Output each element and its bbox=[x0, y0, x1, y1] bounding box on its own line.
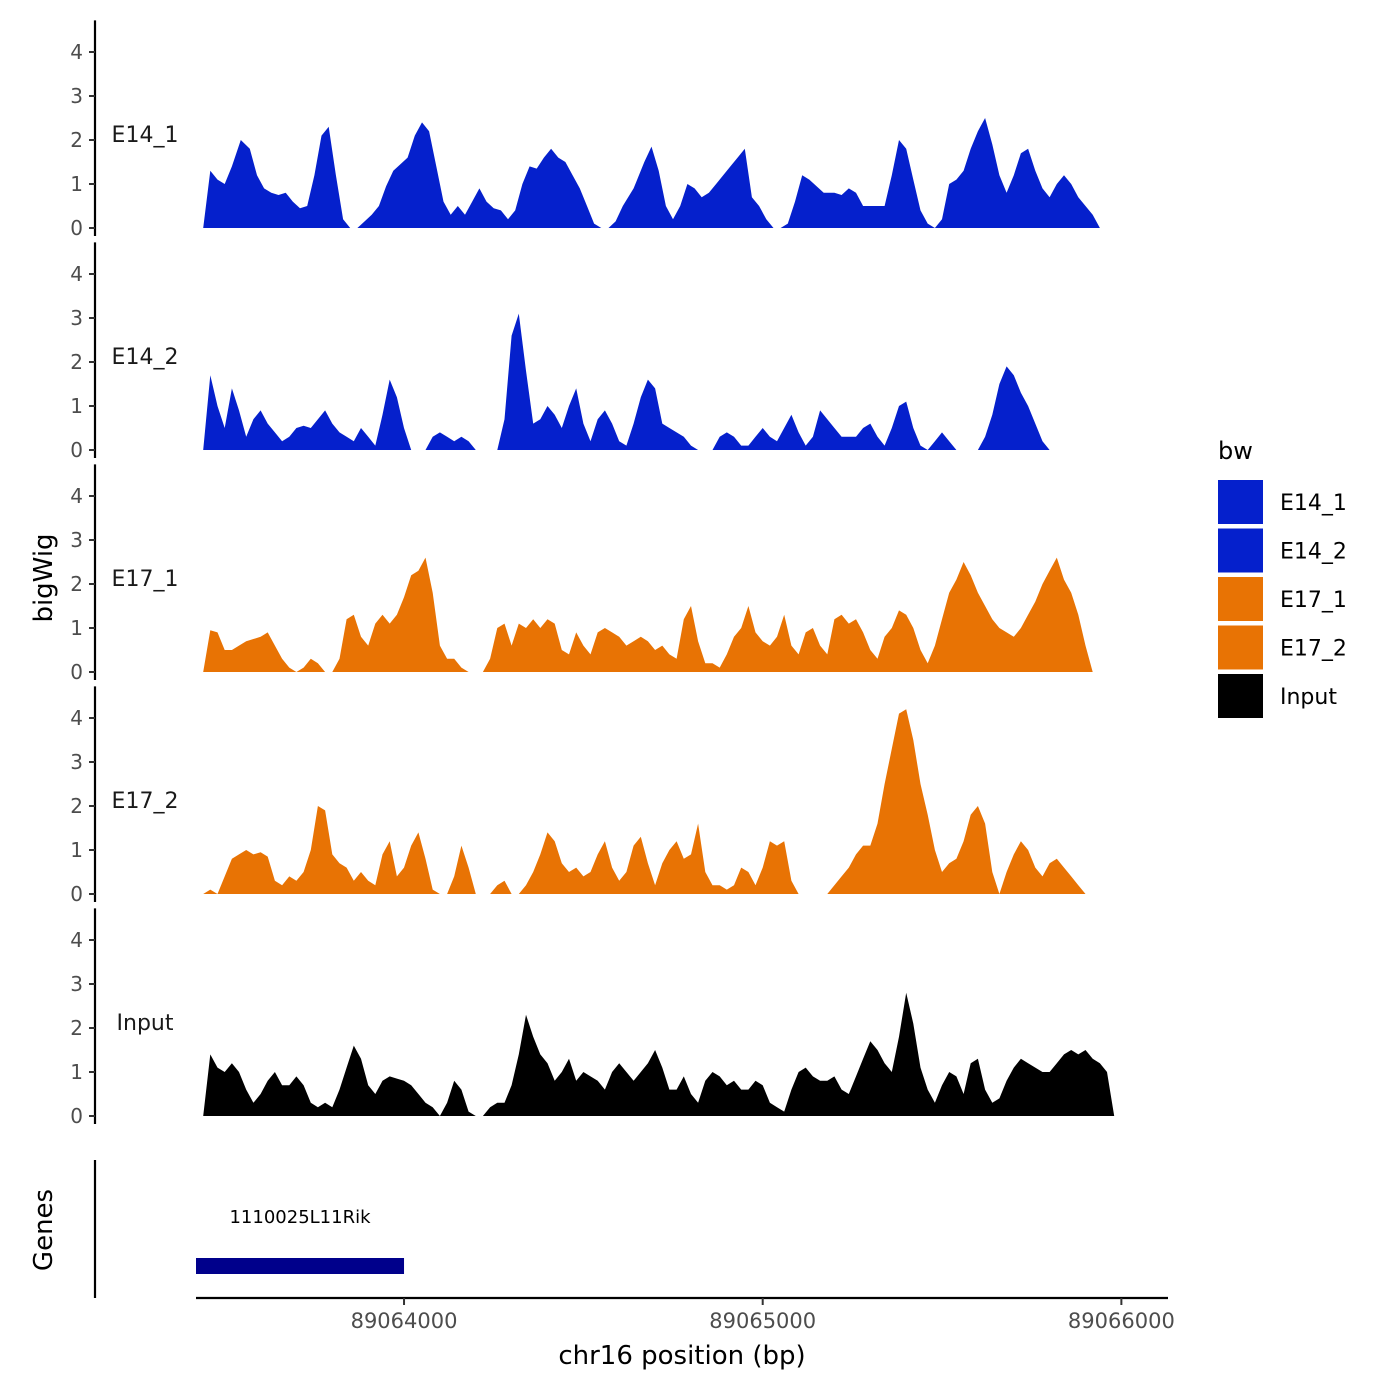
y-tick-label: 1 bbox=[70, 394, 83, 418]
y-tick-label: 4 bbox=[70, 706, 83, 730]
track-panel-Input: 0 1 2 3 4 Input bbox=[70, 908, 1115, 1128]
gene-name: 1110025L11Rik bbox=[229, 1207, 371, 1228]
y-tick-label: 1 bbox=[70, 838, 83, 862]
track-label: Input bbox=[117, 1011, 174, 1036]
y-tick-label: 4 bbox=[70, 484, 83, 508]
x-tick-label: 89066000 bbox=[1068, 1309, 1175, 1333]
genes-panel: Genes 1110025L11Rik bbox=[29, 1160, 405, 1298]
y-tick-label: 2 bbox=[70, 350, 83, 374]
x-axis: 89064000 89065000 89066000 bbox=[196, 1296, 1175, 1333]
legend-label-Input: Input bbox=[1280, 685, 1337, 710]
genes-axis-label: Genes bbox=[29, 1189, 59, 1271]
y-tick-label: 3 bbox=[70, 306, 83, 330]
y-tick-label: 0 bbox=[70, 882, 83, 906]
track-label: E14_2 bbox=[112, 345, 179, 370]
legend-label-E17_2: E17_2 bbox=[1280, 637, 1347, 662]
x-tick-label: 89065000 bbox=[709, 1309, 816, 1333]
legend: bw E14_1 E14_2 E17_1 E17_2 Input bbox=[1218, 437, 1347, 718]
x-tick-label: 89064000 bbox=[351, 1309, 458, 1333]
y-tick-label: 0 bbox=[70, 438, 83, 462]
track-panel-E14_2: 0 1 2 3 4 E14_2 bbox=[70, 242, 1093, 462]
track-panel-E14_1: 0 1 2 3 4 E14_1 bbox=[70, 20, 1118, 240]
signal-area-E14_2 bbox=[203, 313, 1093, 450]
y-tick-label: 3 bbox=[70, 84, 83, 108]
y-tick-label: 1 bbox=[70, 172, 83, 196]
y-tick-label: 4 bbox=[70, 40, 83, 64]
legend-label-E17_1: E17_1 bbox=[1280, 588, 1347, 613]
track-panel-E17_1: 0 1 2 3 4 E17_1 bbox=[70, 464, 1093, 684]
x-axis-label: chr16 position (bp) bbox=[558, 1341, 805, 1371]
y-tick-label: 2 bbox=[70, 1016, 83, 1040]
y-tick-label: 2 bbox=[70, 128, 83, 152]
legend-swatch-E17_2 bbox=[1218, 625, 1263, 670]
y-tick-label: 0 bbox=[70, 216, 83, 240]
y-tick-label: 0 bbox=[70, 1104, 83, 1128]
gene-body bbox=[196, 1258, 405, 1274]
y-tick-label: 4 bbox=[70, 928, 83, 952]
signal-area-E14_1 bbox=[203, 118, 1118, 228]
legend-title: bw bbox=[1218, 437, 1253, 465]
y-tick-label: 0 bbox=[70, 660, 83, 684]
legend-label-E14_2: E14_2 bbox=[1280, 540, 1347, 565]
y-axis-label: bigWig bbox=[29, 533, 59, 622]
signal-area-E17_2 bbox=[203, 709, 1107, 894]
legend-swatch-Input bbox=[1218, 674, 1263, 718]
y-tick-label: 3 bbox=[70, 750, 83, 774]
legend-swatch-E14_2 bbox=[1218, 528, 1263, 573]
y-tick-label: 1 bbox=[70, 1060, 83, 1084]
track-label: E17_1 bbox=[112, 567, 179, 592]
legend-label-E14_1: E14_1 bbox=[1280, 491, 1347, 516]
track-panels: 0 1 2 3 4 E14_1 0 1 2 3 4 E14_2 0 1 2 3 4 E17_1 0 1 2 3 4 E17_2… bbox=[70, 20, 1118, 1128]
y-tick-label: 1 bbox=[70, 616, 83, 640]
legend-swatch-E14_1 bbox=[1218, 480, 1263, 524]
track-label: E17_2 bbox=[112, 789, 179, 814]
track-label: E14_1 bbox=[112, 123, 179, 148]
legend-swatch-E17_1 bbox=[1218, 577, 1263, 621]
y-tick-label: 2 bbox=[70, 572, 83, 596]
signal-area-Input bbox=[203, 992, 1115, 1116]
y-tick-label: 4 bbox=[70, 262, 83, 286]
signal-area-E17_1 bbox=[203, 557, 1093, 672]
y-tick-label: 3 bbox=[70, 528, 83, 552]
y-tick-label: 2 bbox=[70, 794, 83, 818]
track-panel-E17_2: 0 1 2 3 4 E17_2 bbox=[70, 686, 1107, 906]
y-tick-label: 3 bbox=[70, 972, 83, 996]
